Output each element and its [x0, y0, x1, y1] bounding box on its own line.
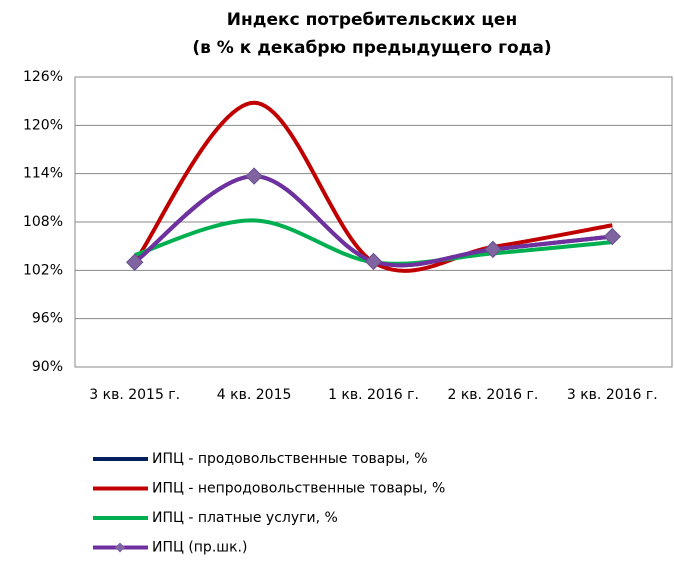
chart-subtitle: (в % к декабрю предыдущего года): [192, 38, 551, 58]
marker: [603, 227, 622, 246]
y-tick-label: 120%: [23, 117, 63, 133]
x-tick-label: 2 кв. 2016 г.: [447, 387, 538, 403]
series-line: [133, 100, 613, 273]
y-tick-label: 102%: [23, 262, 63, 278]
marker: [364, 252, 383, 271]
legend-label: ИПЦ (пр.шк.): [152, 540, 247, 556]
legend-marker: [115, 542, 125, 553]
marker: [484, 240, 502, 259]
y-tick-label: 96%: [32, 311, 63, 327]
legend-label: ИПЦ - непродовольственные товары, %: [152, 481, 445, 497]
x-tick-label: 3 кв. 2016 г.: [567, 387, 658, 403]
y-tick-label: 114%: [23, 166, 63, 182]
marker: [245, 167, 263, 185]
y-tick-label: 108%: [23, 214, 63, 230]
y-tick-label: 126%: [23, 69, 63, 85]
y-tick-label: 90%: [32, 359, 63, 375]
series-line: [133, 174, 613, 268]
x-tick-label: 1 кв. 2016 г.: [328, 387, 419, 403]
legend-label: ИПЦ - продовольственные товары, %: [152, 451, 428, 467]
chart-title: Индекс потребительских цен: [227, 10, 517, 30]
legend-label: ИПЦ - платные услуги, %: [152, 510, 338, 526]
x-tick-label: 4 кв. 2015: [217, 387, 292, 403]
series-line: [133, 174, 613, 268]
marker: [125, 253, 144, 271]
x-tick-label: 3 кв. 2015 г.: [89, 387, 180, 403]
